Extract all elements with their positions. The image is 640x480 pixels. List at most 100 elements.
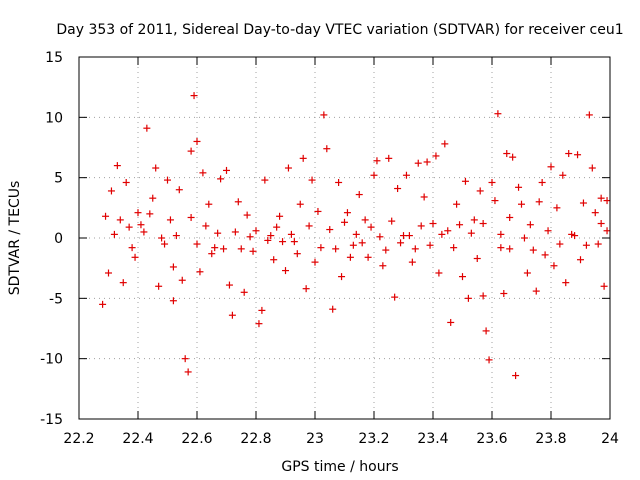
data-point [550,262,558,270]
data-point [571,232,579,240]
y-tick-label: 0 [54,231,63,247]
data-point [411,245,419,253]
data-point [414,159,422,167]
data-point [358,239,366,247]
data-point [202,222,210,230]
data-point [450,244,458,252]
data-point [417,222,425,230]
data-point [302,285,310,293]
data-point [199,169,207,177]
data-point [107,187,115,195]
data-point [579,199,587,207]
data-point [479,292,487,300]
data-point [420,193,428,201]
data-point [405,232,413,240]
data-point [137,221,145,229]
data-point [544,227,552,235]
data-point [155,282,163,290]
data-point [597,194,605,202]
data-point [355,191,363,199]
data-point [341,218,348,226]
data-point [603,227,611,235]
data-point [234,198,242,206]
data-point [220,245,228,253]
data-point [152,164,160,172]
data-point [311,258,319,266]
data-point [391,293,399,301]
y-tick-label: 5 [54,171,63,187]
data-point [588,164,596,172]
data-point [453,200,461,208]
data-point [102,212,110,220]
data-point [169,297,177,305]
data-point [541,251,549,259]
data-point [323,145,331,153]
data-point [591,209,599,217]
data-point [261,176,269,184]
data-point [518,200,525,208]
x-axis-ticks: 22.2 22.4 22.6 22.8 23 23.2 23.4 23.6 23.8 24 [63,57,619,447]
data-point [105,269,112,277]
data-point [172,232,180,240]
data-point [276,212,284,220]
data-point [352,230,360,238]
x-tick-label: 22.4 [122,431,153,447]
data-point [187,213,195,221]
data-point [131,253,139,261]
data-point [320,111,328,119]
data-point [461,177,469,185]
data-point [574,151,582,159]
data-point [264,236,272,244]
data-point [582,241,590,249]
data-point [402,171,410,179]
data-point [562,279,570,287]
grid-lines [79,57,610,419]
y-tick-label: 10 [45,110,63,126]
y-axis-ticks: -15 -10 -5 0 5 10 15 [40,50,610,428]
data-point [326,226,334,234]
data-point [99,300,107,308]
data-point [205,200,213,208]
data-point [267,232,275,240]
data-point [119,279,127,287]
data-point [255,320,263,328]
data-point [556,240,564,248]
data-point [296,200,304,208]
data-point [470,216,478,224]
data-point [479,220,487,228]
data-point [110,230,118,238]
data-point [361,216,369,224]
y-tick-label: 15 [45,50,63,66]
data-point [187,147,195,155]
x-axis-label: GPS time / hours [281,459,398,475]
data-point [125,223,133,231]
data-point [279,238,287,246]
data-point [299,154,307,162]
data-point [467,229,475,237]
data-point [335,178,343,186]
data-point [128,244,136,252]
x-tick-label: 22.6 [181,431,212,447]
data-point [385,154,393,162]
data-point [317,244,325,252]
data-point [246,233,254,241]
data-point [488,178,496,186]
data-point [515,183,523,191]
data-point [237,245,245,253]
data-point [332,245,340,253]
data-point [166,216,174,224]
data-point [249,247,257,255]
data-point [456,221,464,229]
data-point [169,263,177,271]
x-tick-label: 22.8 [240,431,271,447]
data-point [134,209,142,217]
x-tick-label: 23.8 [535,431,566,447]
data-point [282,267,289,275]
plot-frame [78,56,611,420]
data-point [438,230,446,238]
data-point [113,162,121,170]
data-point [293,250,301,258]
data-point [397,239,405,247]
x-tick-label: 23.6 [476,431,507,447]
data-point [432,152,440,160]
